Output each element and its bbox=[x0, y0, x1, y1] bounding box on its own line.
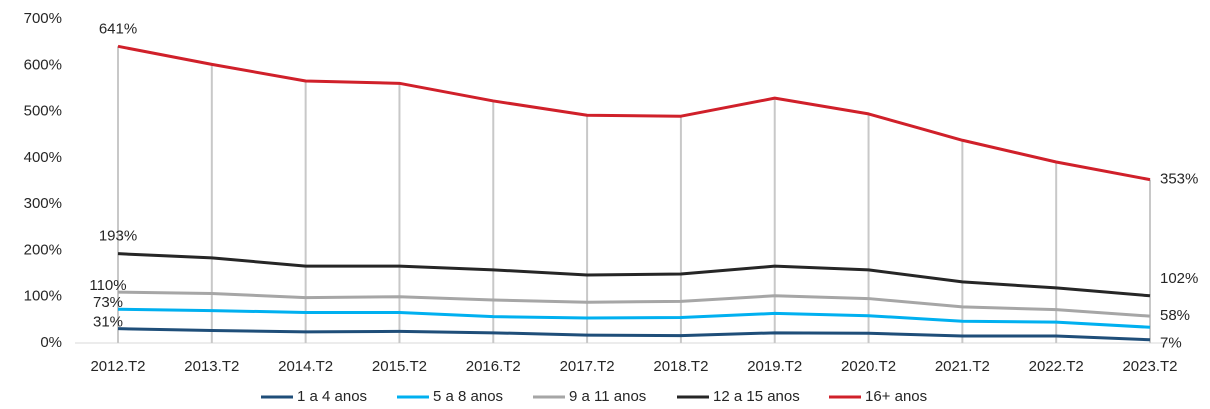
data-label: 7% bbox=[1160, 335, 1182, 352]
data-label: 193% bbox=[99, 228, 137, 245]
x-tick-label: 2017.T2 bbox=[560, 358, 615, 375]
legend-label: 12 a 15 anos bbox=[713, 388, 800, 405]
x-tick-label: 2018.T2 bbox=[653, 358, 708, 375]
data-label: 73% bbox=[93, 294, 123, 311]
series-line bbox=[117, 44, 1151, 182]
y-tick-label: 0% bbox=[40, 334, 62, 351]
x-tick-label: 2014.T2 bbox=[278, 358, 333, 375]
series-line bbox=[117, 290, 1151, 318]
y-tick-label: 600% bbox=[24, 56, 62, 73]
x-tick-label: 2019.T2 bbox=[747, 358, 802, 375]
x-tick-label: 2013.T2 bbox=[184, 358, 239, 375]
legend-label: 16+ anos bbox=[865, 388, 927, 405]
y-tick-label: 400% bbox=[24, 149, 62, 166]
data-label: 110% bbox=[89, 277, 126, 294]
x-tick-label: 2016.T2 bbox=[466, 358, 521, 375]
y-tick-label: 200% bbox=[24, 241, 62, 258]
x-tick-label: 2020.T2 bbox=[841, 358, 896, 375]
data-label: 641% bbox=[99, 20, 137, 37]
x-tick-label: 2023.T2 bbox=[1122, 358, 1177, 375]
y-tick-label: 100% bbox=[24, 288, 62, 305]
data-label: 31% bbox=[93, 314, 123, 331]
x-tick-label: 2021.T2 bbox=[935, 358, 990, 375]
legend-label: 1 a 4 anos bbox=[297, 388, 367, 405]
series-line bbox=[117, 327, 1151, 342]
x-tick-label: 2012.T2 bbox=[90, 358, 145, 375]
data-label: 58% bbox=[1160, 307, 1190, 324]
y-tick-label: 300% bbox=[24, 195, 62, 212]
y-tick-label: 700% bbox=[24, 10, 62, 27]
x-tick-label: 2022.T2 bbox=[1029, 358, 1084, 375]
series-line bbox=[117, 252, 1151, 298]
series-line bbox=[117, 307, 1151, 329]
legend-label: 5 a 8 anos bbox=[433, 388, 503, 405]
legend-label: 9 a 11 anos bbox=[569, 388, 646, 405]
data-label: 353% bbox=[1160, 171, 1198, 188]
data-label: 102% bbox=[1160, 270, 1198, 287]
y-tick-label: 500% bbox=[24, 103, 62, 120]
x-tick-label: 2015.T2 bbox=[372, 358, 427, 375]
